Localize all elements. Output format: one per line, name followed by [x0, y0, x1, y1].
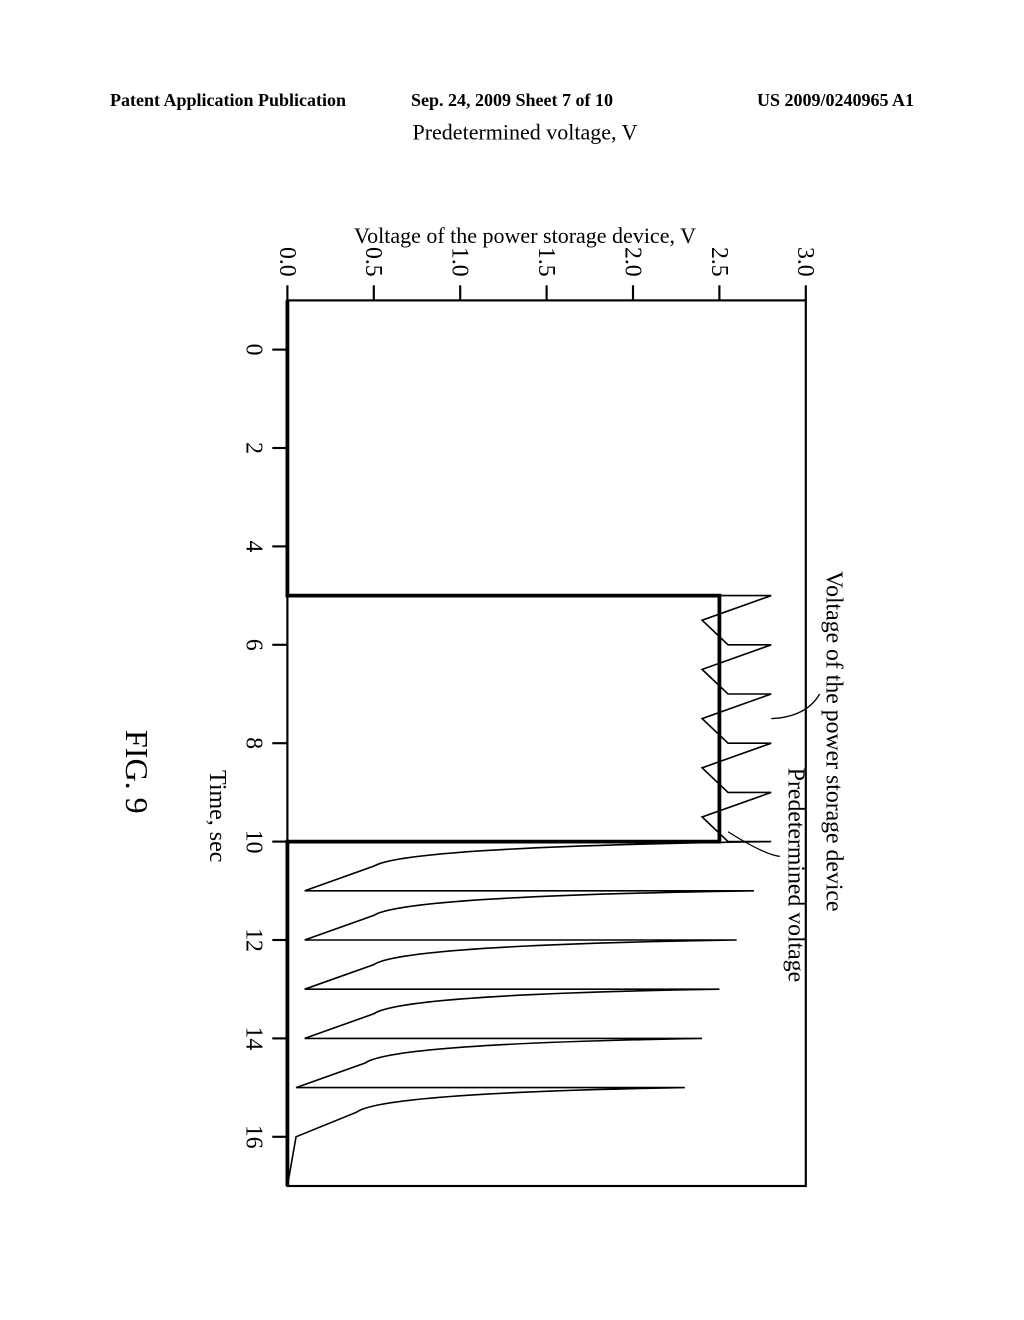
svg-text:0.5: 0.5	[360, 247, 386, 277]
chart-area: 0.00.51.01.52.02.53.00246810121416Voltag…	[0, 350, 1024, 1050]
svg-text:10: 10	[240, 830, 266, 854]
voltage-chart: 0.0 0.5 1.0 1.5 2.0 2.5 3.0 0 2 4 6 8 10 12 14 16 Voltag…	[175, 160, 875, 1240]
svg-text:1.5: 1.5	[533, 247, 559, 277]
svg-text:6: 6	[240, 639, 266, 651]
svg-text:0.0: 0.0	[274, 247, 300, 277]
y-axis-label-inner: Voltage of the power storage device, V	[354, 223, 696, 249]
svg-text:2.0: 2.0	[619, 247, 645, 277]
svg-text:2.5: 2.5	[706, 247, 732, 277]
svg-text:2: 2	[240, 442, 266, 454]
page-header: Patent Application Publication Sep. 24, …	[0, 90, 1024, 111]
svg-text:8: 8	[240, 737, 266, 749]
header-left: Patent Application Publication	[110, 90, 346, 111]
svg-text:4: 4	[240, 540, 266, 552]
svg-text:16: 16	[240, 1125, 266, 1149]
svg-text:Predetermined voltage: Predetermined voltage	[783, 768, 809, 982]
svg-text:14: 14	[240, 1027, 266, 1051]
svg-text:0: 0	[240, 344, 266, 356]
svg-text:Voltage of the power storage d: Voltage of the power storage device	[821, 571, 847, 912]
svg-text:12: 12	[240, 928, 266, 952]
y-axis-label-outer: Predetermined voltage, V	[412, 120, 637, 146]
figure-container: 0.00.51.01.52.02.53.00246810121416Voltag…	[0, 350, 1024, 1050]
figure-caption: FIG. 9	[15, 730, 155, 814]
header-center: Sep. 24, 2009 Sheet 7 of 10	[411, 90, 613, 111]
svg-text:1.0: 1.0	[447, 247, 473, 277]
header-right: US 2009/0240965 A1	[757, 90, 914, 111]
svg-text:3.0: 3.0	[792, 247, 818, 277]
